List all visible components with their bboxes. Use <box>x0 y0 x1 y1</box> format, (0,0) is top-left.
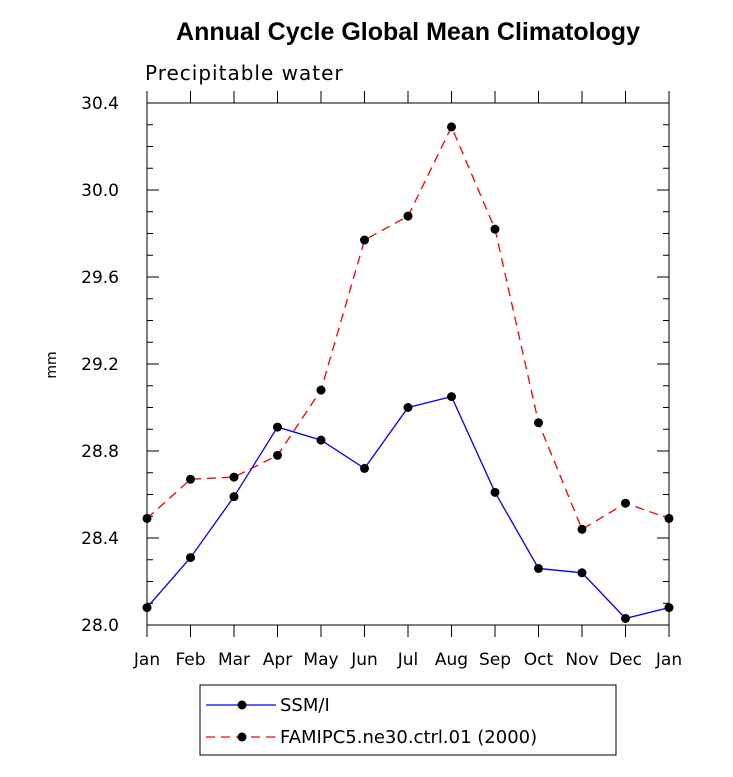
y-tick-label: 28.8 <box>81 442 119 462</box>
x-tick-label: Apr <box>263 650 292 670</box>
series-point <box>273 450 282 460</box>
plot-frame <box>146 102 670 626</box>
chart-subtitle: Precipitable water <box>145 61 344 85</box>
x-tick-label: Jun <box>350 650 378 670</box>
y-tick-label: 28.4 <box>81 529 119 549</box>
series-point <box>229 492 239 502</box>
x-tick-label: Sep <box>479 650 511 670</box>
series-point <box>447 122 456 132</box>
x-tick-label: Feb <box>175 650 205 670</box>
series-point <box>621 613 630 623</box>
series-point <box>664 603 674 613</box>
legend-label: SSM/I <box>280 695 330 716</box>
y-axis-label: mm <box>44 351 60 378</box>
y-tick-labels: 28.0 28.4 28.8 29.2 29.6 30.0 30.4 <box>81 94 119 636</box>
series-line <box>146 395 670 620</box>
series-point <box>577 524 587 534</box>
series-point <box>621 498 630 508</box>
x-tick-label: Jan <box>133 650 160 670</box>
series-point <box>403 211 413 221</box>
y-tick-label: 29.2 <box>81 355 119 375</box>
series-point <box>142 513 152 523</box>
legend-marker <box>237 732 247 742</box>
x-tick-label: Aug <box>435 650 468 670</box>
y-tick-label: 30.4 <box>81 94 119 114</box>
series-point <box>490 224 500 234</box>
y-tick-label: 28.0 <box>81 616 119 636</box>
x-tick-label: Jan <box>655 650 682 670</box>
series-point <box>186 474 195 484</box>
y-tick-label: 30.0 <box>81 181 119 201</box>
series-point <box>534 563 543 573</box>
series-point <box>273 422 282 432</box>
series-point <box>360 235 369 245</box>
series-line <box>146 125 670 531</box>
series-point <box>447 392 456 402</box>
series-point <box>186 553 195 563</box>
series-layer <box>142 122 674 623</box>
x-tick-label: Oct <box>524 650 554 670</box>
series-point <box>316 435 326 445</box>
series-point <box>229 472 239 482</box>
x-tick-label: Mar <box>218 650 250 670</box>
series-point <box>490 487 500 497</box>
chart-title: Annual Cycle Global Mean Climatology <box>176 18 640 46</box>
series-point <box>577 568 587 578</box>
x-tick-label: Nov <box>565 650 598 670</box>
y-tick-label: 29.6 <box>81 268 119 288</box>
legend: SSM/I FAMIPC5.ne30.ctrl.01 (2000) <box>206 695 537 748</box>
x-tick-label: May <box>303 650 338 670</box>
x-tick-label: Jul <box>397 650 419 670</box>
axis-ticks <box>146 91 670 637</box>
legend-marker <box>237 700 247 710</box>
series-point <box>403 403 413 412</box>
legend-box <box>199 684 617 756</box>
series-point <box>534 418 543 428</box>
series-point <box>360 463 369 473</box>
legend-label: FAMIPC5.ne30.ctrl.01 (2000) <box>280 727 537 748</box>
x-tick-label: Dec <box>609 650 642 670</box>
x-tick-labels: Jan Feb Mar Apr May Jun Jul Aug Sep Oct Nov Dec Jan <box>133 650 682 670</box>
series-point <box>664 513 674 523</box>
series-point <box>142 603 152 613</box>
series-point <box>316 385 326 395</box>
